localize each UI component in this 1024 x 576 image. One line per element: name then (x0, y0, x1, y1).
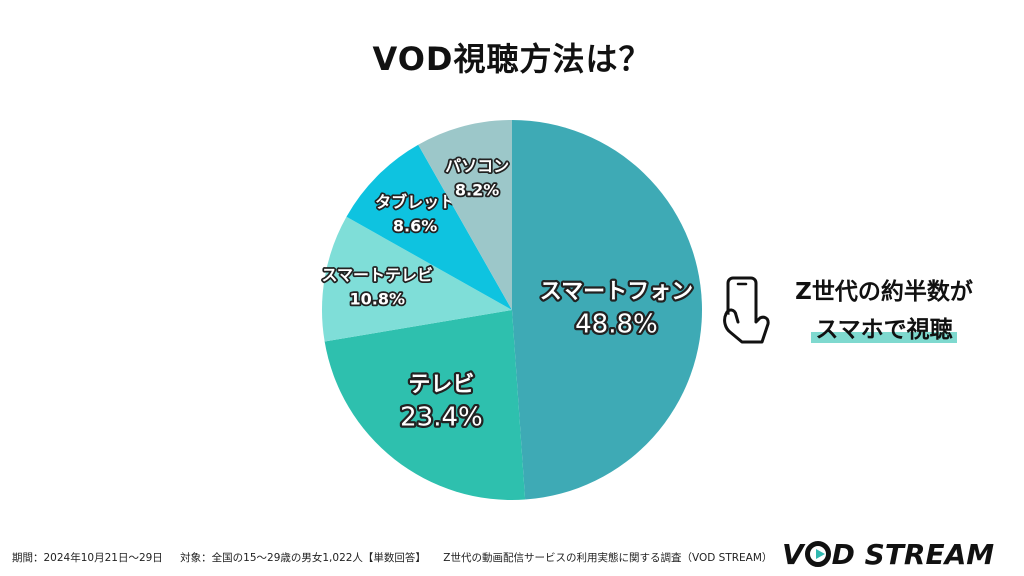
footer: 期間：2024年10月21日〜29日 対象：全国の15〜29歳の男女1,022人… (12, 550, 772, 565)
smartphone-hand-icon (723, 276, 770, 344)
vod-stream-logo[interactable]: V D STREAM (782, 538, 1012, 572)
footer-target: 対象：全国の15〜29歳の男女1,022人【単数回答】 (180, 552, 426, 564)
slice-value-label: 10.8% (349, 289, 405, 308)
slice-value-label: 8.6% (393, 216, 437, 235)
callout-highlight: スマホで視聴 (811, 317, 957, 343)
chart-title: VOD視聴方法は？ (372, 40, 652, 78)
callout-text-1: Z世代の約半数が (795, 279, 973, 305)
slice-value-label: 23.4% (400, 403, 483, 433)
play-icon (804, 541, 831, 567)
slice-value-label: 48.8% (575, 309, 658, 339)
slice-label: タブレット (375, 192, 455, 211)
pie-slice (322, 216, 512, 342)
slice-label: パソコン (445, 157, 509, 176)
footer-period: 期間：2024年10月21日〜29日 (12, 552, 163, 564)
slice-value-label: 8.2% (455, 181, 499, 200)
pie-slice (346, 144, 512, 310)
logo-text-v: V (782, 538, 804, 571)
slice-label: スマートテレビ (321, 265, 433, 284)
pie-slice (418, 120, 512, 310)
callout: Z世代の約半数が スマホで視聴 (722, 268, 1002, 358)
footer-survey: Z世代の動画配信サービスの利用実態に関する調査（VOD STREAM） (443, 552, 773, 564)
logo-text-rest: D STREAM (831, 538, 995, 571)
slice-label: スマートフォン (540, 279, 693, 304)
pie-slice (324, 310, 526, 500)
callout-text-2: スマホで視聴 (784, 310, 984, 344)
pie-slice (512, 120, 703, 500)
slice-label: テレビ (408, 373, 474, 398)
